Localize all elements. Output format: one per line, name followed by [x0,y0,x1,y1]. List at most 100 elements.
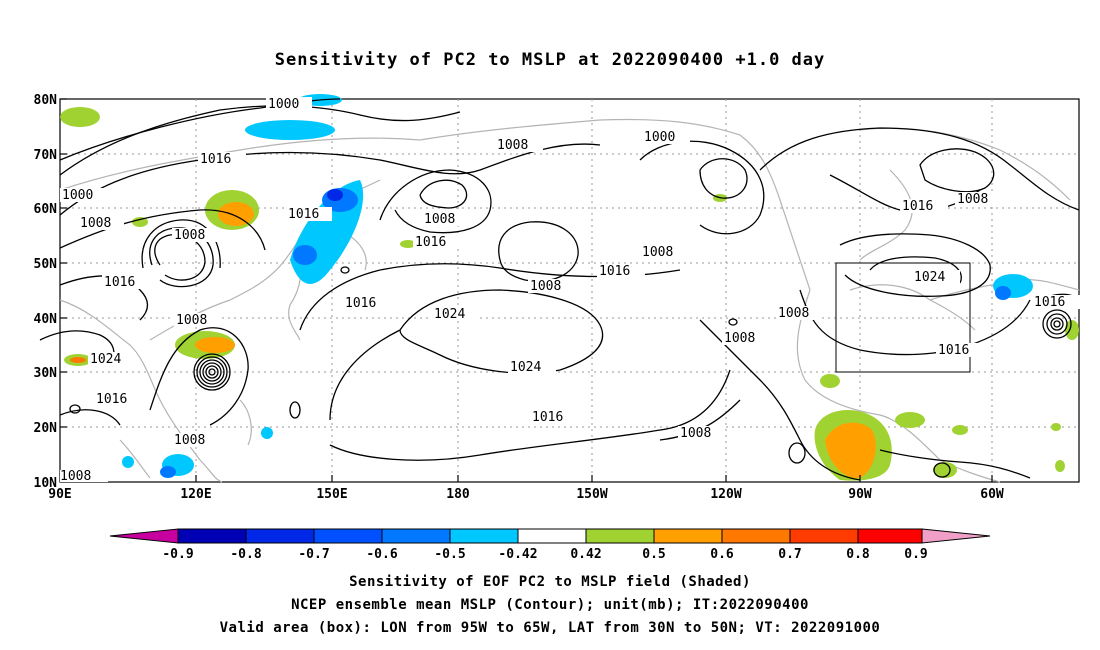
colorbar-label: -0.5 [434,547,465,562]
lon-label: 90W [848,487,872,502]
colorbar-cell [381,528,451,544]
shade-positive [1055,460,1065,472]
contour-label: 1024 [510,360,541,375]
colorbar-cell [921,528,991,544]
shade-positive [70,357,86,363]
low-pressure-rings [69,266,1072,478]
lat-label: 80N [34,93,58,108]
colorbar-cell [789,528,859,544]
colorbar-label: 0.8 [846,547,870,562]
shade-negative [995,286,1011,300]
lat-label: 40N [34,312,58,327]
longitude-labels: 90E 120E 150E 180 150W 120W 90W 60W [48,487,1004,502]
contour-label: 1024 [914,270,945,285]
colorbar [109,528,991,544]
colorbar-label: -0.7 [298,547,329,562]
axis-ticks [60,98,993,482]
shade-positive [132,217,148,227]
shade-positive [895,412,925,428]
contour-label: 1016 [200,152,231,167]
lat-label: 70N [34,148,58,163]
contour-label: 1008 [957,192,988,207]
shade-positive [400,240,416,248]
contour-label: 1016 [532,410,563,425]
colorbar-cell [721,528,791,544]
sensitivity-shading [60,94,1079,481]
contour-label: 1016 [345,296,376,311]
contour-label: 1008 [80,216,111,231]
contour-label: 1016 [415,235,446,250]
lat-label: 10N [34,476,58,491]
colorbar-cell [313,528,383,544]
contour-label: 1008 [724,331,755,346]
colorbar-label: 0.9 [904,547,927,562]
shade-positive [218,202,254,226]
latitude-labels: 80N 70N 60N 50N 40N 30N 20N 10N [34,93,58,491]
contour-label: 1008 [176,313,207,328]
contour-label: 1024 [434,307,465,322]
colorbar-label: 0.7 [778,547,801,562]
colorbar-cell [585,528,655,544]
caption-valid-area: Valid area (box): LON from 95W to 65W, L… [219,620,881,636]
valid-area-box [835,262,971,373]
colorbar-label: -0.8 [230,547,261,562]
colorbar-cell [653,528,723,544]
contour-label: 1008 [530,279,561,294]
colorbar-label: -0.42 [498,547,537,562]
contour-label: 1008 [424,212,455,227]
shade-positive [952,425,968,435]
mslp-contours [39,98,1080,481]
colorbar-cell [449,528,519,544]
caption-shading: Sensitivity of EOF PC2 to MSLP field (Sh… [349,574,751,590]
contour-label: 1008 [642,245,673,260]
lon-label: 90E [48,487,71,502]
contour-label: 1016 [104,275,135,290]
shade-negative [293,245,317,265]
contour-label: 1016 [1034,295,1065,310]
contour-label: 1000 [62,188,93,203]
contour-label: 1016 [902,199,933,214]
contour-label: 1008 [60,469,91,484]
map-title: Sensitivity of PC2 to MSLP at 2022090400… [274,50,826,70]
contour-label: 1008 [680,426,711,441]
shade-positive [933,462,957,478]
contour-label: 1016 [96,392,127,407]
shade-positive [1065,320,1079,340]
contour-label: 1008 [497,138,528,153]
shade-positive [195,337,235,353]
colorbar-labels: -0.9 -0.8 -0.7 -0.6 -0.5 -0.42 0.42 0.5 … [162,547,927,562]
lon-label: 180 [446,487,470,502]
shade-positive [60,107,100,127]
colorbar-cell [517,528,587,544]
lon-label: 150W [576,487,607,502]
colorbar-label: 0.42 [570,547,601,562]
contour-label: 1000 [268,97,299,112]
colorbar-label: 0.6 [710,547,734,562]
shade-negative [261,427,273,439]
contour-label-group: 1000 1000 1000 1008 1016 1008 1008 1016 … [60,97,1080,484]
caption-contour: NCEP ensemble mean MSLP (Contour); unit(… [291,597,809,613]
shade-negative [160,466,176,478]
contour-label: 1016 [288,207,319,222]
colorbar-cell [177,528,247,544]
contour-label: 1008 [174,433,205,448]
shade-negative [245,120,335,140]
contour-label: 1024 [90,352,121,367]
lat-label: 60N [34,202,58,217]
lat-label: 30N [34,366,58,381]
shade-positive [825,422,876,479]
shade-positive [820,374,840,388]
shade-negative [122,456,134,468]
colorbar-label: -0.9 [162,547,193,562]
colorbar-label: 0.5 [642,547,665,562]
contour-label: 1016 [938,343,969,358]
contour-label: 1008 [174,228,205,243]
colorbar-label: -0.6 [366,547,397,562]
contour-label: 1008 [778,306,809,321]
contour-label: 1016 [599,264,630,279]
colorbar-cell [109,528,179,544]
contour-label: 1000 [644,130,675,145]
lat-label: 50N [34,257,58,272]
lat-label: 20N [34,421,58,436]
